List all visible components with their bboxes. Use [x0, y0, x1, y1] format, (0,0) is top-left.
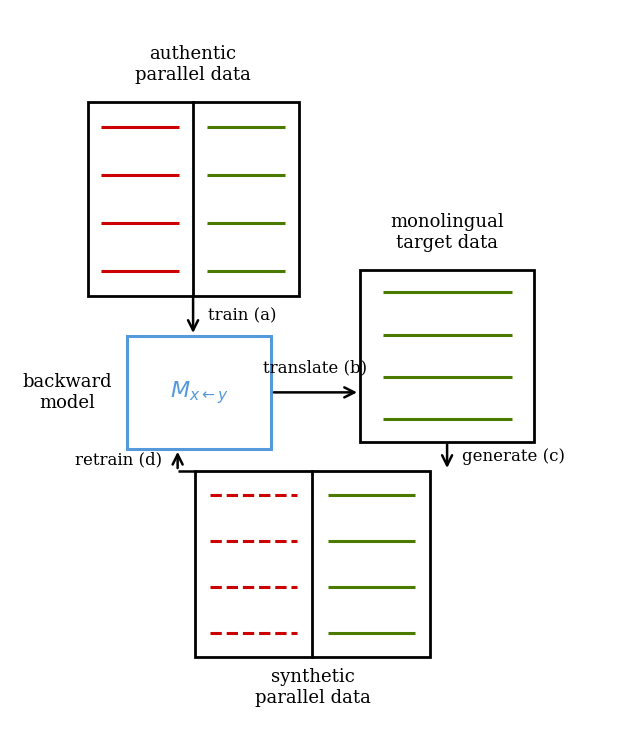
Bar — [127, 336, 271, 449]
Text: monolingual
target data: monolingual target data — [390, 213, 504, 252]
Text: synthetic
parallel data: synthetic parallel data — [254, 668, 370, 707]
Text: authentic
parallel data: authentic parallel data — [135, 45, 251, 84]
Text: retrain (d): retrain (d) — [75, 451, 162, 469]
Text: generate (c): generate (c) — [463, 447, 565, 465]
Bar — [360, 270, 534, 442]
Text: train (a): train (a) — [208, 307, 277, 324]
Text: translate (b): translate (b) — [264, 359, 368, 377]
Bar — [195, 471, 430, 657]
Bar — [87, 102, 299, 296]
Text: $M_{x\leftarrow y}$: $M_{x\leftarrow y}$ — [170, 379, 229, 406]
Text: backward
model: backward model — [22, 373, 112, 412]
